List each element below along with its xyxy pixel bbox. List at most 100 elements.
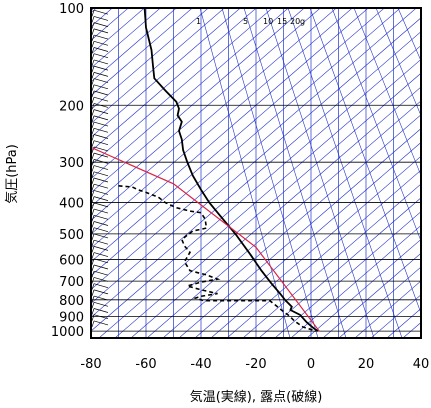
wind-barb bbox=[93, 109, 109, 114]
mixing-ratio-line bbox=[309, 8, 421, 315]
dry-adiabat-line bbox=[91, 8, 305, 194]
wind-barb-flag bbox=[91, 177, 95, 185]
wind-barb bbox=[93, 308, 109, 313]
wind-barb bbox=[93, 84, 109, 90]
dry-adiabat-line bbox=[146, 100, 421, 338]
dry-adiabat-line bbox=[114, 72, 421, 338]
wind-barb-flag bbox=[91, 16, 95, 23]
dry-adiabat-line bbox=[226, 169, 421, 338]
wind-barb bbox=[93, 177, 109, 183]
wind-barb-flag bbox=[91, 140, 95, 147]
dry-adiabat-line bbox=[91, 8, 97, 14]
mixing-ratio-labels: 1 5 10 15 20 g bbox=[196, 17, 305, 26]
dry-adiabat-line bbox=[91, 8, 193, 97]
wind-barb-flag bbox=[91, 190, 95, 197]
wind-barb bbox=[93, 202, 109, 208]
dry-adiabat-line bbox=[354, 280, 421, 338]
dry-adiabat-line bbox=[91, 8, 225, 124]
wind-barb-flag bbox=[91, 184, 95, 191]
y-tick-label: 200 bbox=[59, 99, 84, 114]
x-tick-label: 40 bbox=[413, 357, 430, 372]
wind-barb-flag bbox=[91, 103, 95, 110]
dry-adiabat-line bbox=[178, 128, 421, 338]
wind-barb bbox=[93, 190, 109, 195]
x-tick-label: -60 bbox=[135, 357, 156, 372]
wind-barb-flag bbox=[91, 277, 95, 284]
wind-barb bbox=[93, 233, 109, 239]
wind-barb-flag bbox=[91, 208, 95, 216]
wind-barb-flag bbox=[91, 295, 95, 303]
wind-barb-flag bbox=[91, 246, 95, 253]
wind-barb-flag bbox=[91, 302, 95, 309]
wind-barb-flag bbox=[91, 90, 95, 98]
wind-barb bbox=[93, 196, 109, 201]
wind-barb-flag bbox=[91, 72, 95, 79]
wind-barb bbox=[93, 159, 109, 164]
wind-barb bbox=[93, 78, 109, 83]
wind-barb bbox=[93, 53, 109, 59]
grid-lines bbox=[91, 8, 421, 338]
wind-barb bbox=[93, 146, 109, 152]
mixing-ratio-line bbox=[375, 8, 421, 117]
wind-barb bbox=[93, 28, 109, 34]
dry-adiabat-line bbox=[91, 8, 337, 221]
x-tick-labels: -80 -60 -40 -20 0 20 40 bbox=[80, 357, 429, 372]
wind-barb bbox=[93, 214, 109, 220]
wind-barb bbox=[93, 301, 109, 307]
wind-barb-flag bbox=[91, 196, 95, 203]
wind-barb bbox=[93, 22, 109, 27]
wind-barb bbox=[93, 90, 109, 96]
wind-barb-flag bbox=[91, 289, 95, 296]
y-tick-label: 900 bbox=[59, 310, 84, 325]
wind-barb bbox=[93, 103, 109, 108]
wind-barb bbox=[93, 96, 109, 102]
sounding-series bbox=[91, 8, 320, 332]
wind-barb-flag bbox=[91, 308, 95, 315]
wind-barb-flag bbox=[91, 233, 95, 241]
mixing-ratio-label: 5 bbox=[243, 17, 248, 26]
wind-barb bbox=[93, 65, 109, 71]
dry-adiabat-line bbox=[91, 8, 321, 207]
dry-adiabat-line bbox=[98, 58, 421, 338]
wind-barb bbox=[93, 115, 109, 121]
dry-adiabat-line bbox=[290, 225, 421, 338]
wind-barb bbox=[93, 221, 109, 226]
y-axis-label: 気圧(hPa) bbox=[4, 144, 20, 204]
wind-barb-flag bbox=[91, 221, 95, 228]
wind-barb-flag bbox=[91, 264, 95, 272]
x-tick-label: -40 bbox=[190, 357, 211, 372]
dry-adiabat-line bbox=[402, 322, 421, 338]
wind-barb bbox=[93, 258, 109, 264]
wind-barb bbox=[93, 34, 109, 40]
wind-barb bbox=[93, 270, 109, 276]
wind-barb bbox=[93, 140, 109, 146]
wind-barb-flag bbox=[91, 271, 95, 278]
wind-barb-flag bbox=[91, 84, 95, 91]
wind-barb bbox=[93, 227, 109, 233]
wind-barb bbox=[93, 16, 109, 21]
dry-adiabat-line bbox=[91, 8, 289, 180]
dewpoint-line bbox=[118, 185, 317, 332]
dry-adiabat-line bbox=[162, 114, 421, 338]
dry-adiabat-line bbox=[91, 8, 129, 41]
mixing-ratio-line bbox=[199, 8, 291, 338]
wind-barb-flag bbox=[91, 53, 95, 60]
wind-barb-flag bbox=[91, 78, 95, 85]
dry-adiabat-line bbox=[91, 31, 421, 318]
wind-barb bbox=[93, 252, 109, 257]
wind-barb-flag bbox=[91, 121, 95, 129]
wind-barb bbox=[93, 59, 109, 65]
wind-barb bbox=[93, 283, 109, 288]
y-tick-label: 800 bbox=[59, 294, 84, 309]
x-tick-label: 20 bbox=[358, 357, 375, 372]
y-tick-label: 500 bbox=[59, 228, 84, 243]
wind-barb bbox=[93, 277, 109, 282]
x-axis-label: 気温(実線), 露点(破線) bbox=[190, 389, 323, 405]
mixing-ratio-label: g bbox=[300, 17, 305, 26]
wind-barb-flag bbox=[91, 109, 95, 116]
wind-barb bbox=[93, 246, 109, 251]
dry-adiabat-line bbox=[91, 8, 385, 263]
mixing-ratio-line bbox=[221, 8, 319, 338]
y-tick-label: 600 bbox=[59, 253, 84, 268]
